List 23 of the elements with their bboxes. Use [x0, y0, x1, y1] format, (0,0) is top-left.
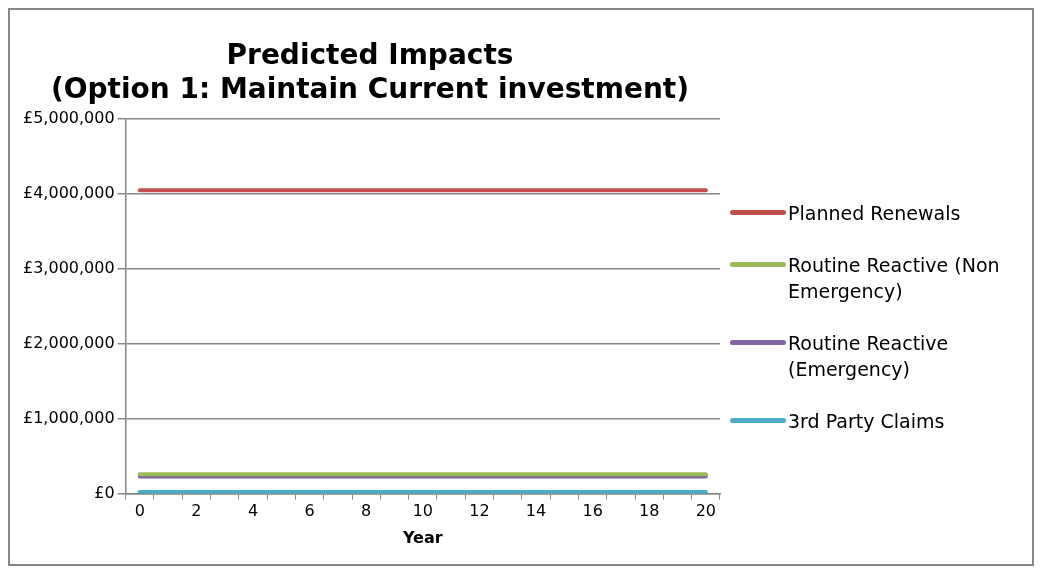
x-tick-label: 8: [361, 501, 372, 521]
legend-label: 3rd Party Claims: [788, 409, 945, 434]
x-tick-label: 12: [469, 501, 490, 521]
x-tick-label: 16: [582, 501, 603, 521]
x-tick-label: 14: [525, 501, 547, 521]
chart-title: Predicted Impacts (Option 1: Maintain Current investment): [50, 38, 690, 105]
legend-label: Routine Reactive (Emergency): [788, 331, 950, 382]
x-tick-label: 6: [304, 501, 315, 521]
y-tick-label: £5,000,000: [23, 108, 115, 128]
x-axis-title: Year: [401, 527, 443, 547]
x-tick-label: 20: [695, 501, 717, 521]
x-tick-label: 0: [134, 501, 145, 521]
x-tick-label: 2: [191, 501, 202, 521]
x-tick-label: 10: [412, 501, 433, 521]
y-tick-label: £4,000,000: [23, 183, 115, 203]
y-tick-label: £3,000,000: [23, 258, 115, 278]
x-tick-label: 4: [247, 501, 259, 521]
y-tick-label: £2,000,000: [23, 333, 115, 352]
y-tick-label: £1,000,000: [23, 407, 115, 427]
x-tick-label: 18: [639, 501, 660, 521]
legend-label: Routine Reactive (Non Emergency): [788, 253, 1001, 304]
y-tick-label: £0: [94, 482, 115, 502]
legend-label: Planned Renewals: [788, 201, 961, 226]
